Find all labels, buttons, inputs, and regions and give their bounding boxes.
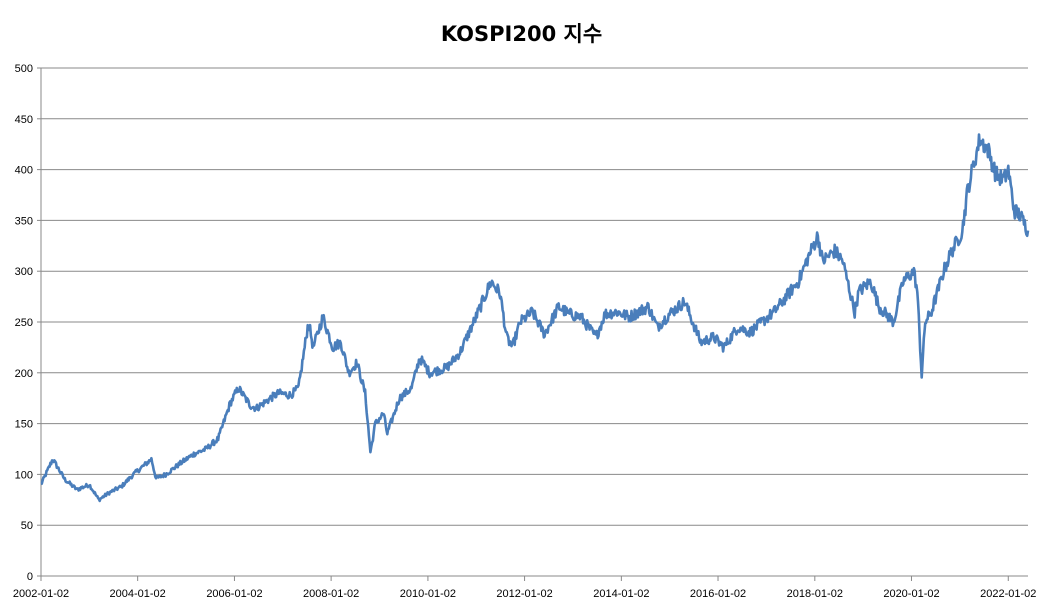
y-tick-label: 450 bbox=[15, 114, 33, 126]
chart-title: KOSPI200 지수 bbox=[440, 22, 603, 46]
x-tick-label: 2004-01-02 bbox=[110, 588, 166, 600]
x-tick-label: 2002-01-02 bbox=[13, 588, 69, 600]
x-tick-label: 2006-01-02 bbox=[206, 588, 262, 600]
y-tick-label: 100 bbox=[15, 469, 33, 481]
y-tick-label: 500 bbox=[15, 63, 33, 75]
x-tick-label: 2022-01-02 bbox=[980, 588, 1036, 600]
y-tick-label: 50 bbox=[21, 520, 33, 532]
x-tick-label: 2016-01-02 bbox=[690, 588, 746, 600]
series-line-0 bbox=[40, 133, 1030, 503]
x-tick-label: 2012-01-02 bbox=[496, 588, 552, 600]
x-tick-label: 2010-01-02 bbox=[400, 588, 456, 600]
x-tick-label: 2014-01-02 bbox=[593, 588, 649, 600]
y-tick-label: 250 bbox=[15, 317, 33, 329]
y-tick-label: 150 bbox=[15, 419, 33, 431]
x-tick-label: 2020-01-02 bbox=[883, 588, 939, 600]
y-tick-label: 400 bbox=[15, 165, 33, 177]
y-tick-label: 350 bbox=[15, 215, 33, 227]
y-tick-label: 0 bbox=[27, 571, 33, 583]
y-tick-label: 300 bbox=[15, 266, 33, 278]
y-tick-label: 200 bbox=[15, 368, 33, 380]
x-tick-label: 2018-01-02 bbox=[787, 588, 843, 600]
x-tick-label: 2008-01-02 bbox=[303, 588, 359, 600]
